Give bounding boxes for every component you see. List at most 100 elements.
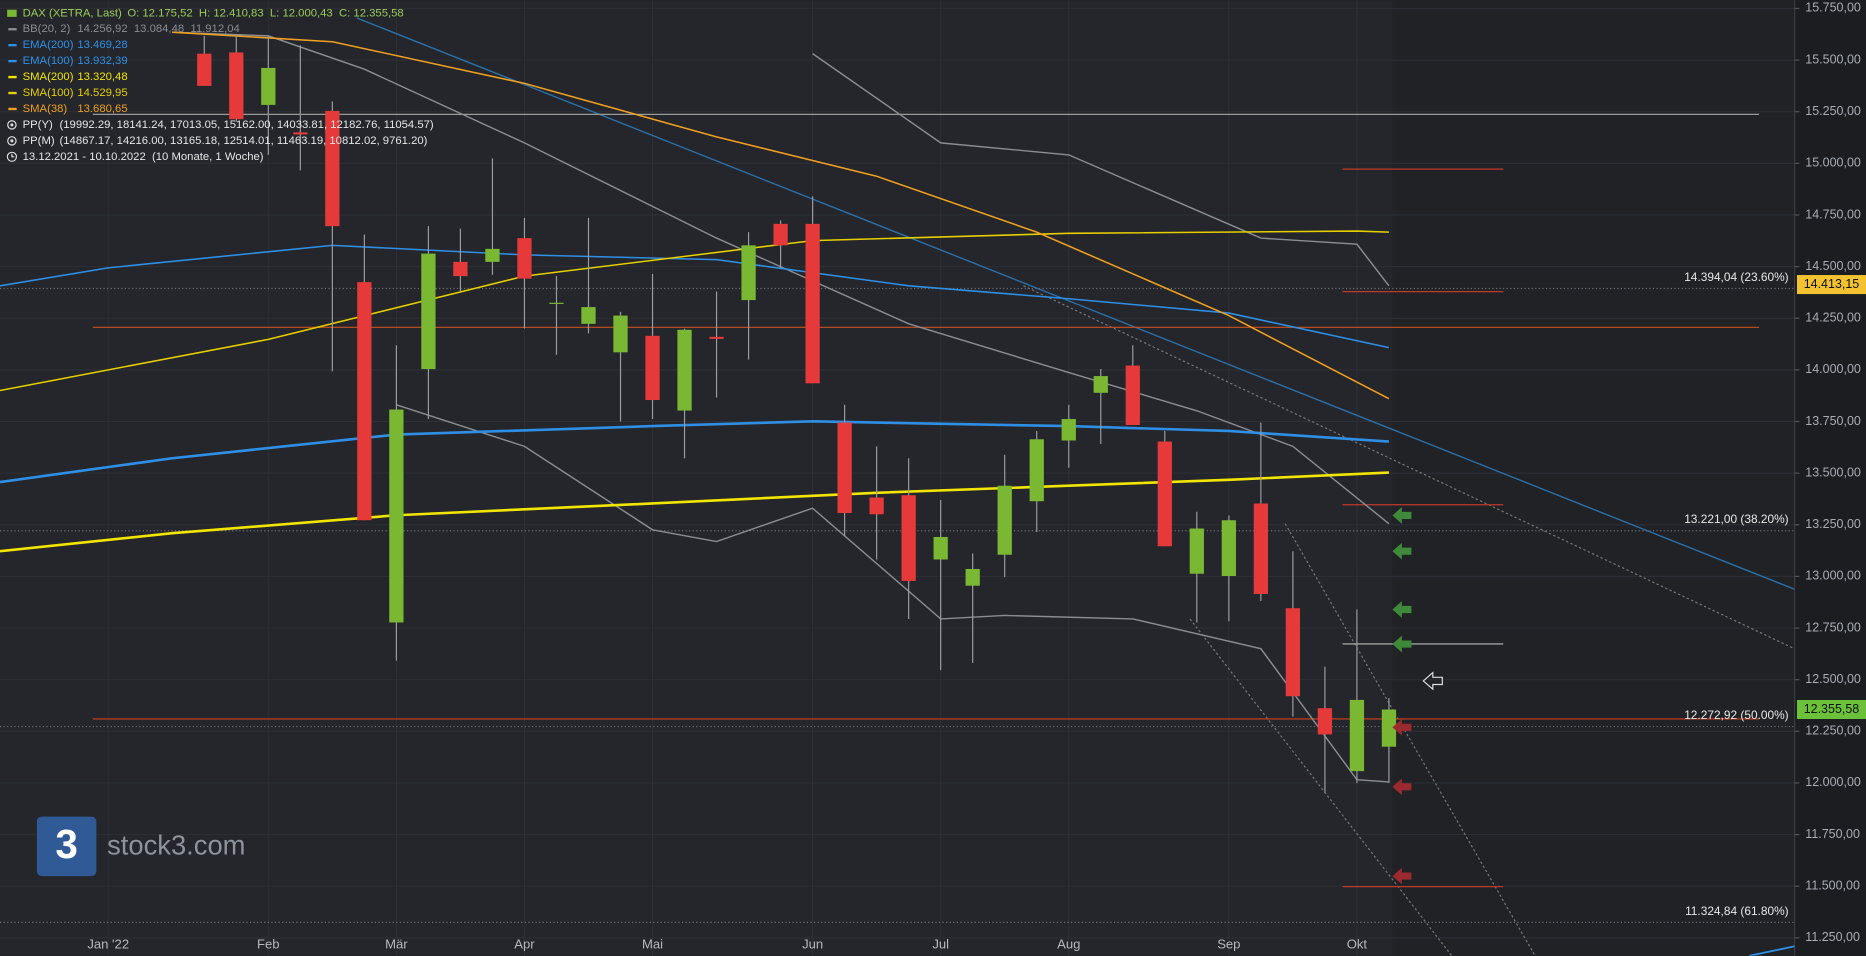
buy-arrow bbox=[1392, 635, 1412, 653]
candle-body bbox=[581, 307, 596, 324]
candle-body bbox=[677, 329, 692, 411]
candle-body bbox=[709, 336, 724, 339]
fib-label: 13.221,00 (38.20%) bbox=[1684, 512, 1788, 526]
x-tick-label: Sep bbox=[1217, 937, 1240, 952]
sell-arrow bbox=[1392, 867, 1412, 885]
y-tick-label: 13.750,00 bbox=[1805, 414, 1861, 428]
y-tick-label: 12.000,00 bbox=[1805, 775, 1861, 789]
fib-label: 11.324,84 (61.80%) bbox=[1685, 904, 1789, 918]
buy-arrow bbox=[1392, 601, 1412, 618]
candle-body bbox=[453, 261, 468, 277]
legend-icon bbox=[7, 136, 17, 146]
candle-body bbox=[229, 52, 244, 120]
sell-arrow bbox=[1392, 778, 1412, 796]
candle-body bbox=[517, 238, 532, 279]
legend-icon bbox=[10, 123, 14, 127]
y-tick-label: 12.750,00 bbox=[1805, 620, 1861, 634]
legend-range: 13.12.2021 - 10.10.2022 (10 Monate, 1 Wo… bbox=[23, 151, 264, 163]
candle-body bbox=[1253, 503, 1269, 594]
price-tag bbox=[1796, 699, 1866, 720]
y-tick-label: 11.500,00 bbox=[1805, 879, 1860, 893]
candle-body bbox=[1381, 709, 1397, 747]
candle-body bbox=[645, 335, 660, 401]
legend-value: 14.529,95 bbox=[77, 87, 127, 99]
logo-text: 3 bbox=[55, 821, 78, 867]
legend-icon bbox=[10, 139, 14, 143]
x-tick-label: Mär bbox=[385, 937, 408, 952]
x-tick-label: Jan '22 bbox=[87, 937, 129, 952]
candle-body bbox=[1349, 699, 1365, 772]
trend-line bbox=[1023, 285, 1795, 650]
y-tick-label: 14.500,00 bbox=[1805, 259, 1861, 273]
trend-line bbox=[1284, 523, 1536, 956]
candle-body bbox=[901, 495, 916, 581]
candle-body bbox=[773, 223, 788, 246]
y-tick-label: 14.000,00 bbox=[1805, 362, 1861, 376]
candle-body bbox=[485, 248, 500, 262]
x-tick-label: Jun bbox=[802, 937, 823, 952]
price-tag bbox=[1796, 275, 1866, 295]
price-tag-label: 14.413,15 bbox=[1804, 277, 1860, 291]
sell-arrow bbox=[1392, 718, 1412, 736]
buy-arrow bbox=[1392, 542, 1412, 560]
candle-body bbox=[421, 253, 436, 370]
trend-line bbox=[356, 17, 1795, 590]
y-tick-label: 15.500,00 bbox=[1805, 52, 1861, 66]
legend-name: SMA(38) bbox=[23, 103, 68, 115]
candle-body bbox=[325, 110, 340, 227]
candle-body bbox=[1093, 376, 1108, 393]
candle-body bbox=[869, 497, 884, 515]
indicator-line bbox=[172, 31, 1390, 400]
candle-body bbox=[389, 409, 404, 623]
plot bbox=[0, 0, 1795, 956]
legend-name: SMA(200) bbox=[23, 71, 74, 83]
candle-body bbox=[837, 422, 852, 514]
legend-instrument: DAX (XETRA, Last) bbox=[23, 7, 122, 19]
legend-value: 14.256,92 13.084,48 11.912,04 bbox=[77, 23, 240, 35]
y-tick-label: 12.500,00 bbox=[1805, 672, 1861, 686]
legend-value: 13.932,39 bbox=[77, 55, 127, 67]
fib-label: 12.272,92 (50.00%) bbox=[1684, 708, 1788, 722]
y-tick-label: 15.250,00 bbox=[1805, 104, 1861, 118]
x-tick-label: Okt bbox=[1347, 937, 1368, 952]
candle-body bbox=[965, 568, 980, 586]
legend-ohlc: O: 12.175,52 H: 12.410,83 L: 12.000,43 C… bbox=[127, 7, 403, 19]
logo bbox=[36, 816, 97, 877]
indicator-line bbox=[0, 420, 1389, 484]
candle-body bbox=[1189, 528, 1204, 574]
legend-name: BB(20, 2) bbox=[23, 23, 71, 35]
candle-body bbox=[197, 53, 212, 86]
candle-body bbox=[805, 223, 820, 384]
candle-body bbox=[261, 67, 276, 105]
legend-value: 13.320,48 bbox=[77, 71, 127, 83]
candle-body bbox=[357, 282, 372, 521]
legend-name: EMA(100) bbox=[23, 55, 74, 67]
candle-body bbox=[1317, 708, 1333, 735]
y-tick-label: 13.500,00 bbox=[1805, 465, 1861, 479]
legend-icon bbox=[11, 153, 15, 158]
legend-name: PP(Y) bbox=[23, 119, 53, 131]
signal-arrows bbox=[1392, 507, 1443, 885]
candle-body bbox=[613, 315, 628, 353]
indicator-line bbox=[812, 53, 1390, 287]
legend-name: EMA(200) bbox=[23, 39, 74, 51]
y-tick-label: 13.250,00 bbox=[1805, 517, 1861, 531]
buy-arrow bbox=[1392, 507, 1412, 524]
y-tick-label: 13.000,00 bbox=[1805, 569, 1861, 583]
indicator-line bbox=[0, 471, 1389, 553]
grid bbox=[0, 0, 1795, 956]
candle-body bbox=[549, 302, 564, 304]
y-tick-label: 14.250,00 bbox=[1805, 311, 1861, 325]
legend-name: SMA(100) bbox=[23, 87, 74, 99]
candle-body bbox=[1221, 520, 1236, 576]
price-axis-panel bbox=[1794, 0, 1866, 956]
fib-label: 14.394,04 (23.60%) bbox=[1684, 270, 1788, 284]
y-tick-label: 12.250,00 bbox=[1805, 724, 1861, 738]
legend-icon bbox=[6, 151, 18, 162]
price-tag-label: 12.355,58 bbox=[1804, 702, 1860, 716]
indicator-line bbox=[0, 244, 1390, 349]
y-tick-label: 15.750,00 bbox=[1805, 1, 1861, 15]
x-tick-label: Mai bbox=[642, 937, 663, 952]
